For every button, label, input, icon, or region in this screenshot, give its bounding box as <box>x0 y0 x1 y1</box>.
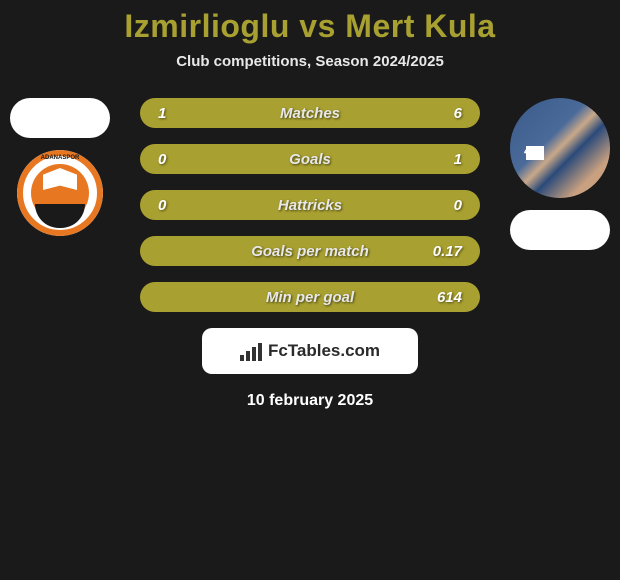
stat-right-value: 1 <box>422 151 462 168</box>
stat-right-value: 614 <box>422 289 462 306</box>
brand-label: FcTables.com <box>268 341 380 361</box>
stat-right-value: 6 <box>422 105 462 122</box>
stat-left-value: 0 <box>158 197 198 214</box>
left-team-logo: ADANASPOR <box>10 150 110 236</box>
stat-label: Matches <box>280 105 340 122</box>
left-player-column: ADANASPOR <box>10 98 110 236</box>
stat-row-goals: 0 Goals 1 <box>140 144 480 174</box>
date-label: 10 february 2025 <box>0 392 620 410</box>
right-player-column: 44 <box>510 98 610 250</box>
subtitle: Club competitions, Season 2024/2025 <box>0 53 620 70</box>
adanaspor-logo: ADANASPOR <box>17 150 103 236</box>
stat-row-hattricks: 0 Hattricks 0 <box>140 190 480 220</box>
logo-text: ADANASPOR <box>17 155 103 161</box>
stats-table: 1 Matches 6 0 Goals 1 0 Hattricks 0 Goal… <box>140 98 480 312</box>
bar-chart-icon <box>240 341 262 361</box>
page-title: Izmirlioglu vs Mert Kula <box>0 0 620 45</box>
stat-label: Goals <box>289 151 331 168</box>
stat-row-min-per-goal: Min per goal 614 <box>140 282 480 312</box>
jersey-number: 44 <box>524 144 537 158</box>
stat-right-value: 0.17 <box>422 243 462 260</box>
right-player-photo: 44 <box>510 98 610 198</box>
stat-left-value: 1 <box>158 105 198 122</box>
comparison-content: ADANASPOR 44 1 Matches 6 0 Goals 1 0 Hat… <box>0 98 620 410</box>
right-team-logo-placeholder <box>510 210 610 250</box>
stat-label: Goals per match <box>251 243 369 260</box>
stat-left-value: 0 <box>158 151 198 168</box>
stat-row-goals-per-match: Goals per match 0.17 <box>140 236 480 266</box>
stat-right-value: 0 <box>422 197 462 214</box>
brand-box[interactable]: FcTables.com <box>202 328 418 374</box>
stat-label: Min per goal <box>266 289 354 306</box>
stat-row-matches: 1 Matches 6 <box>140 98 480 128</box>
left-player-photo-placeholder <box>10 98 110 138</box>
stat-label: Hattricks <box>278 197 342 214</box>
